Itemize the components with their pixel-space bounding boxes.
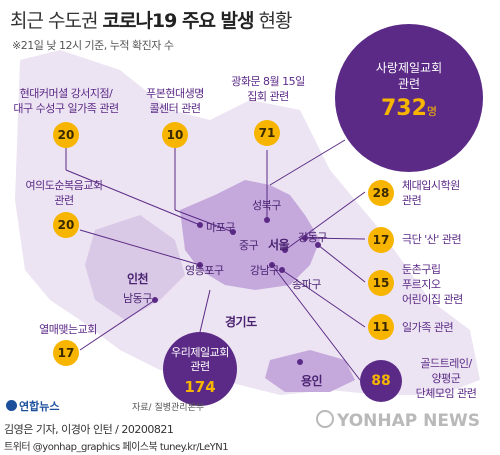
cluster-label-golden: 골드트레인/양평군 단체모임 관련 — [415, 357, 477, 400]
district-gangdong: 강동구 — [298, 231, 327, 244]
cluster-label-yeolmae: 열매맺는교회 — [39, 323, 97, 336]
district-dot — [197, 262, 203, 268]
district-yongin: 용인 — [301, 374, 323, 388]
leader-line — [199, 289, 211, 333]
cluster-count-family: 11 — [368, 314, 394, 340]
yonhap-logo: 연합뉴스 — [6, 398, 59, 414]
cluster-count-woori: 174 — [184, 378, 216, 396]
cluster-label-theater: 극단 '산' 관련 — [402, 233, 462, 246]
seoul-region — [180, 180, 320, 290]
cluster-count-yeolmae: 17 — [53, 340, 79, 366]
page-subtitle: ※21일 낮 12시 기준, 누적 확진자 수 — [12, 39, 174, 52]
district-dot — [279, 267, 285, 273]
leader-line — [281, 269, 366, 328]
watermark: YONHAP NEWS — [316, 410, 480, 431]
cluster-label-family: 일가족 관련 — [402, 321, 454, 334]
cluster-count-sarang: 732 — [380, 96, 427, 121]
district-namdong: 남동구 — [123, 292, 152, 305]
district-incheon: 인천 — [127, 272, 149, 286]
cluster-woori-circle: 우리제일교회 관련 174 — [163, 332, 237, 406]
leader-line — [304, 237, 366, 240]
district-dot — [197, 222, 203, 228]
district-jung: 중구 — [239, 239, 259, 252]
district-gyeonggi: 경기도 — [225, 315, 257, 329]
yongin-region — [265, 350, 355, 392]
cluster-label-daycare: 둔촌구립 푸르지오 어린이집 관련 — [402, 263, 463, 306]
district-dot — [315, 242, 321, 248]
cluster-label-pubon: 푸본현대생명 콜센터 관련 — [146, 87, 204, 115]
yonhap-watermark-icon — [316, 410, 334, 428]
cluster-label-hyundai: 현대커머셜 강서지점/대구 수성구 일가족 관련 — [13, 87, 119, 115]
leader-line — [269, 139, 346, 186]
district-seongbuk: 성북구 — [252, 199, 281, 212]
incheon-region — [85, 215, 185, 320]
leader-line — [317, 244, 366, 283]
leader-line — [271, 264, 361, 381]
cluster-count-yeouido: 20 — [53, 212, 79, 238]
yonhap-logo-icon — [6, 400, 17, 411]
district-seoul: 서울 — [268, 238, 290, 252]
source-text: 자료/ 질병관리본부 — [132, 403, 205, 413]
cluster-count-hyundai: 20 — [53, 122, 79, 148]
cluster-count-golden: 88 — [360, 360, 402, 402]
district-dot — [230, 229, 236, 235]
leader-line — [65, 169, 201, 226]
credit-text: 김영은 기자, 이경아 인턴 / 20200821 — [4, 423, 174, 436]
district-dot — [264, 217, 270, 223]
leader-line — [284, 191, 366, 251]
district-gangnam: 강남구 — [250, 264, 279, 277]
district-dot — [269, 262, 275, 268]
district-dot — [282, 247, 288, 253]
district-dot — [297, 359, 303, 365]
cluster-count-gwanghwamun: 71 — [254, 120, 280, 146]
cluster-label-yeouido: 여의도순복음교회 관련 — [25, 179, 103, 207]
cluster-label-gwanghwamun: 광화문 8월 15일 집회 관련 — [231, 75, 305, 103]
district-dot — [152, 297, 158, 303]
leader-line — [79, 229, 201, 266]
cluster-count-pubon: 10 — [162, 122, 188, 148]
cluster-label-gym: 체대입시학원 관련 — [402, 179, 460, 207]
cluster-sarang-circle: 사랑제일교회 관련 732명 — [335, 24, 483, 172]
social-text: 트위터 @yonhap_graphics 페이스북 tuney.kr/LeYN1 — [4, 442, 229, 453]
district-yeongdeungpo: 영등포구 — [185, 264, 224, 277]
cluster-count-daycare: 15 — [368, 270, 394, 296]
district-mapo: 마포구 — [206, 221, 235, 234]
district-dot — [302, 235, 308, 241]
district-songpa: 송파구 — [292, 278, 321, 291]
leader-line — [79, 299, 156, 351]
cluster-count-gym: 28 — [368, 180, 394, 206]
page-title: 최근 수도권 코로나19 주요 발생 현황 — [10, 10, 293, 32]
leader-line — [174, 209, 234, 233]
cluster-count-theater: 17 — [368, 227, 394, 253]
